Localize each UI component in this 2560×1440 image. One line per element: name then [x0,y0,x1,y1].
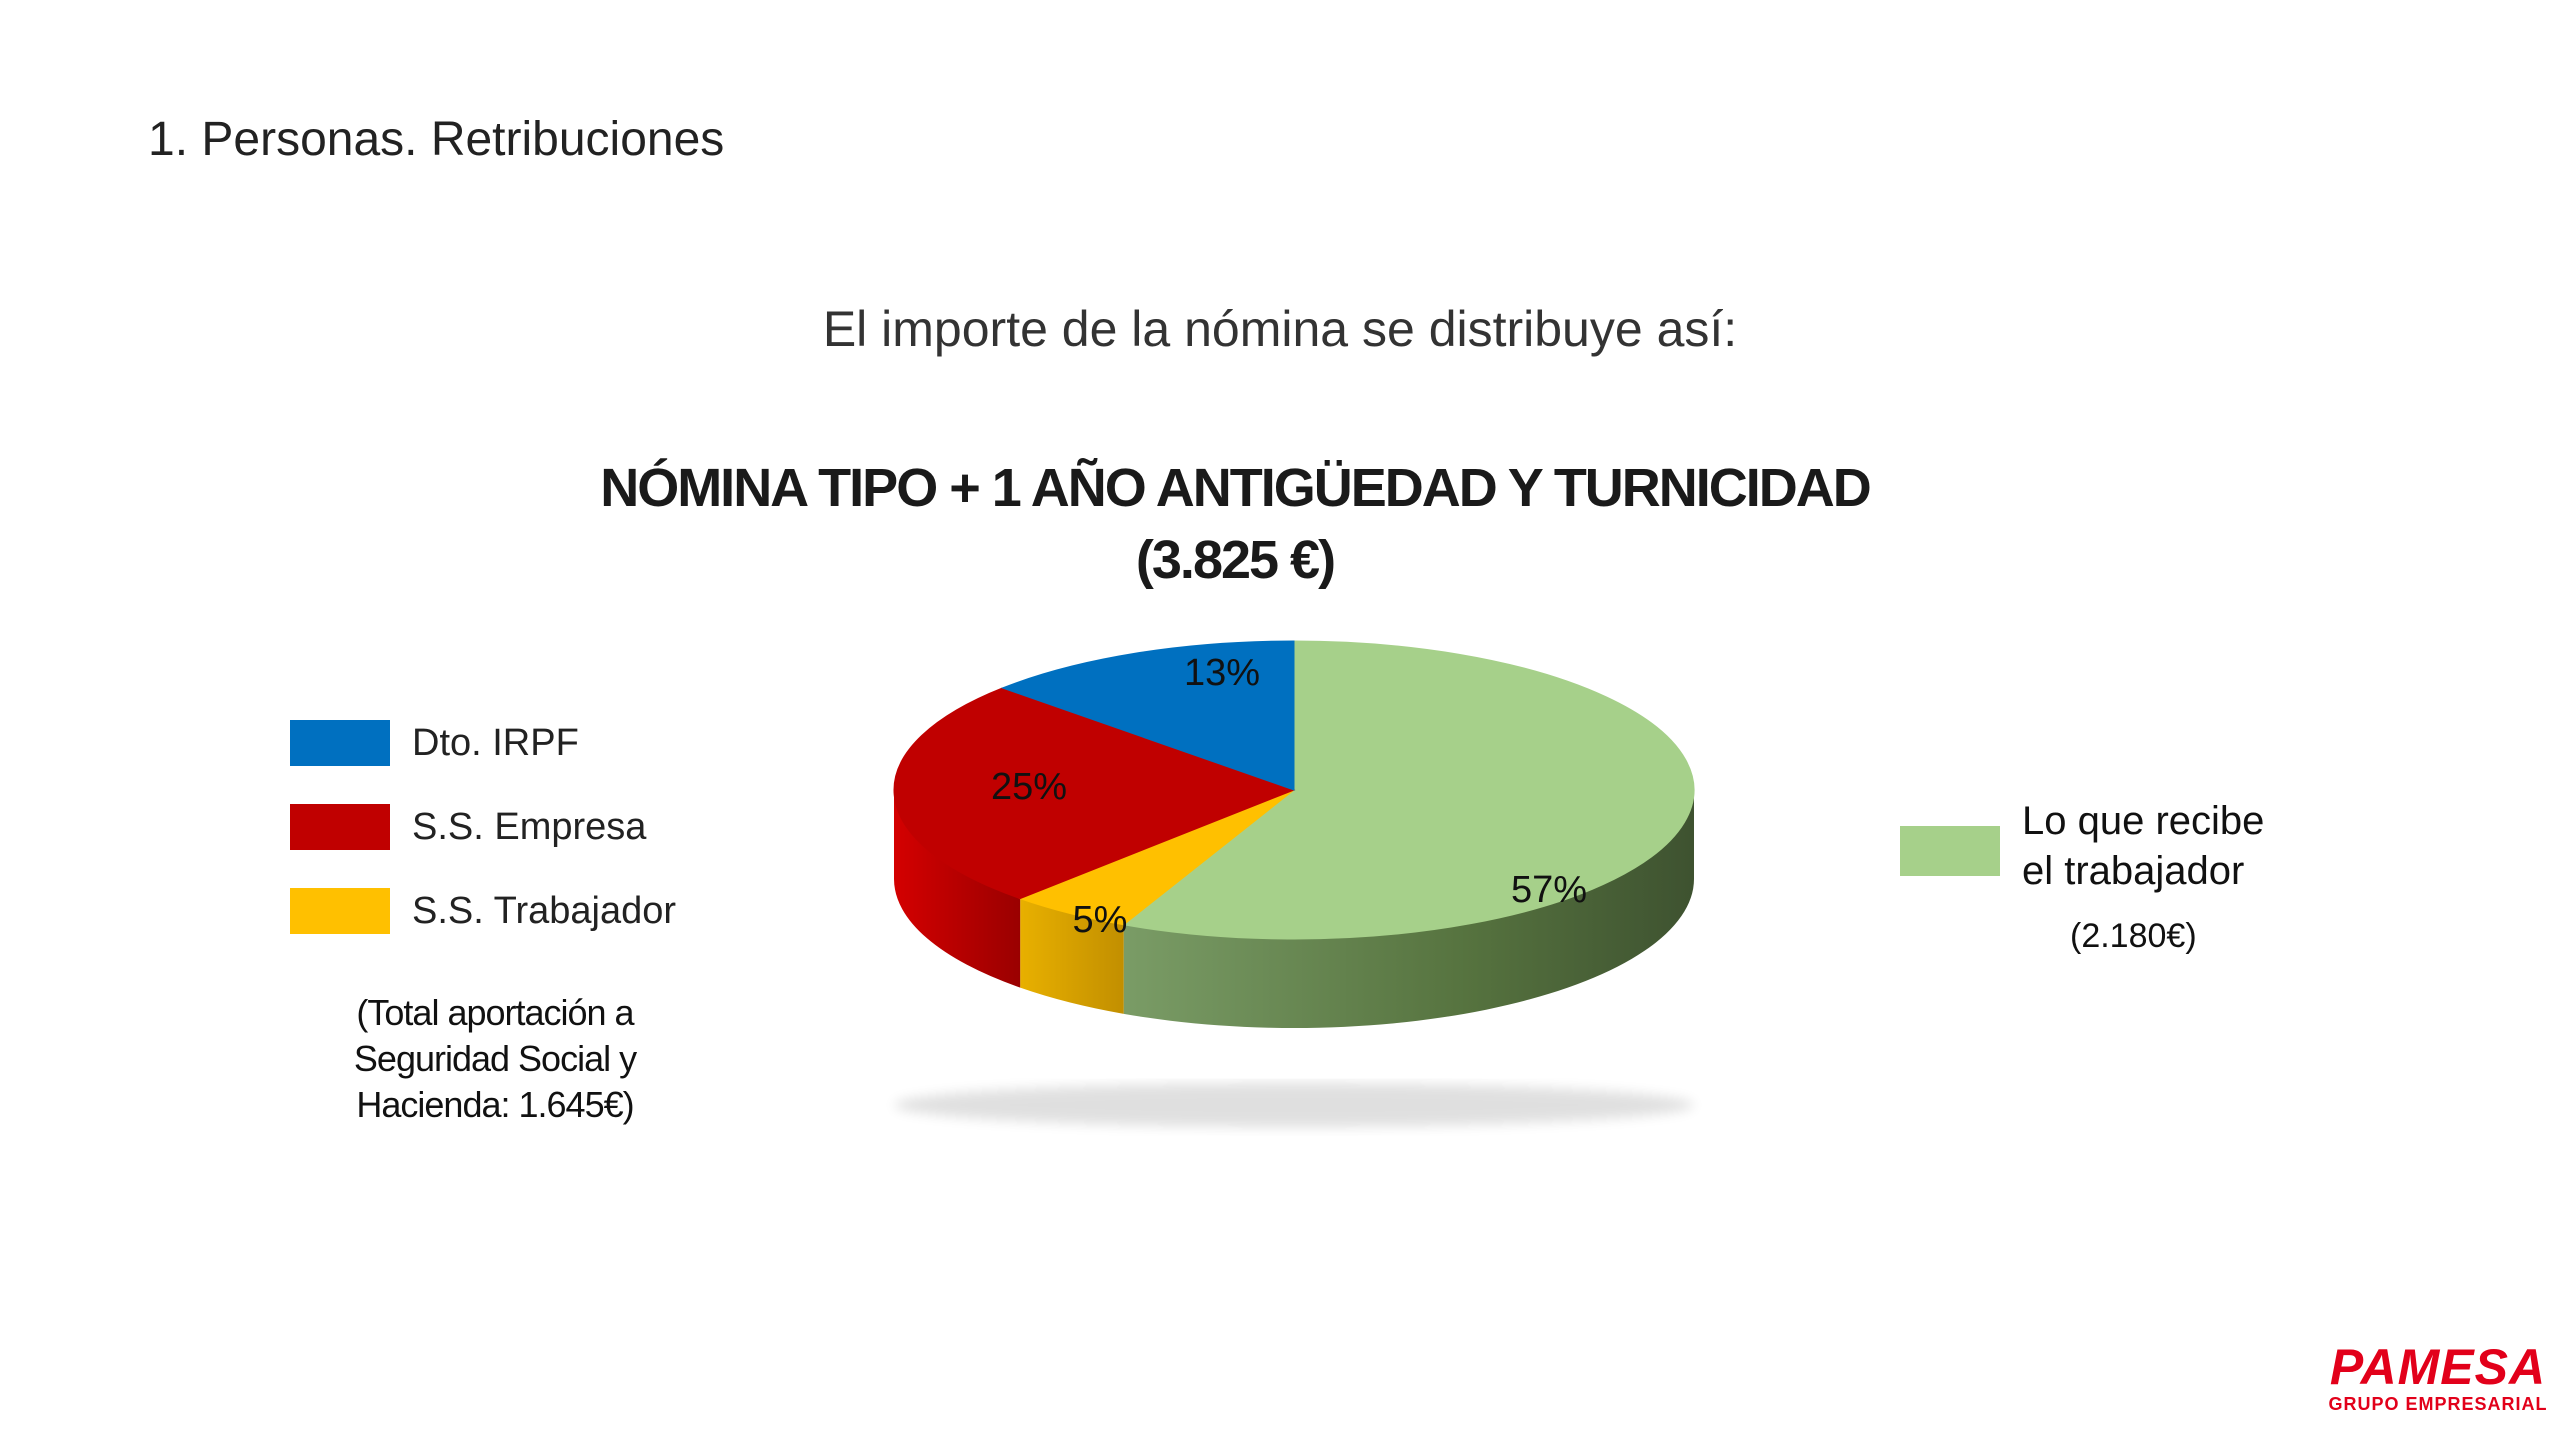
pie-side-worker [1123,790,1694,1028]
logo-wordmark: PAMESA [2329,1339,2547,1395]
logo-subtitle: GRUPO EMPRESARIAL [2328,1394,2548,1414]
pie-side-ss-trabajador [1020,898,1124,1014]
worker-amount: (2.180€) [2070,917,2197,955]
pie-label-ss-trabajador: 5% [1073,899,1128,941]
intro-text: El importe de la nómina se distribuye as… [822,301,1738,357]
section-title: 1. Personas. Retribuciones [148,113,725,166]
pie-label-irpf: 13% [1184,652,1260,694]
legend-item-worker: Lo que recibe el trabajador [1900,796,2282,896]
ss-total-note: (Total aportación a Seguridad Social y H… [353,992,637,1125]
pie-sides [894,790,1694,1028]
pie-slice-ss-empresa [893,687,1296,900]
chart-title: NÓMINA TIPO + 1 AÑO ANTIGÜEDAD Y TURNICI… [0,452,2470,596]
legend-left: Dto. IRPF S.S. Empresa S.S. Trabajador [290,720,676,972]
legend-item-ss-empresa: S.S. Empresa [290,804,676,850]
legend-swatch-ss-trabajador [290,888,390,934]
legend-label-worker: Lo que recibe el trabajador [2022,799,2265,893]
legend-swatch-ss-empresa [290,804,390,850]
pie-tops [893,640,1695,940]
pie-chart: 57% 5% 25% 13% [893,640,1695,1127]
legend-item-irpf: Dto. IRPF [290,720,676,766]
pamesa-logo: PAMESA GRUPO EMPRESARIAL [2326,1340,2550,1415]
chart-title-amount: (3.825 €) [1135,530,1336,590]
chart-title-main: NÓMINA TIPO + 1 AÑO ANTIGÜEDAD Y TURNICI… [600,458,1872,518]
pie-labels: 57% 5% 25% 13% [991,652,1587,941]
legend-swatch-worker [1900,826,2000,876]
pie-side-ss-empresa [894,790,1021,988]
pie-label-ss-empresa: 25% [991,766,1067,808]
legend-label-ss-trabajador: S.S. Trabajador [412,889,677,932]
legend-item-ss-trabajador: S.S. Trabajador [290,888,676,934]
pie-slice-irpf [1000,640,1295,791]
legend-label-ss-empresa: S.S. Empresa [412,805,647,848]
pie-label-worker: 57% [1511,869,1587,911]
legend-label-irpf: Dto. IRPF [412,721,579,764]
pie-slice-worker [1122,640,1695,940]
legend-swatch-irpf [290,720,390,766]
